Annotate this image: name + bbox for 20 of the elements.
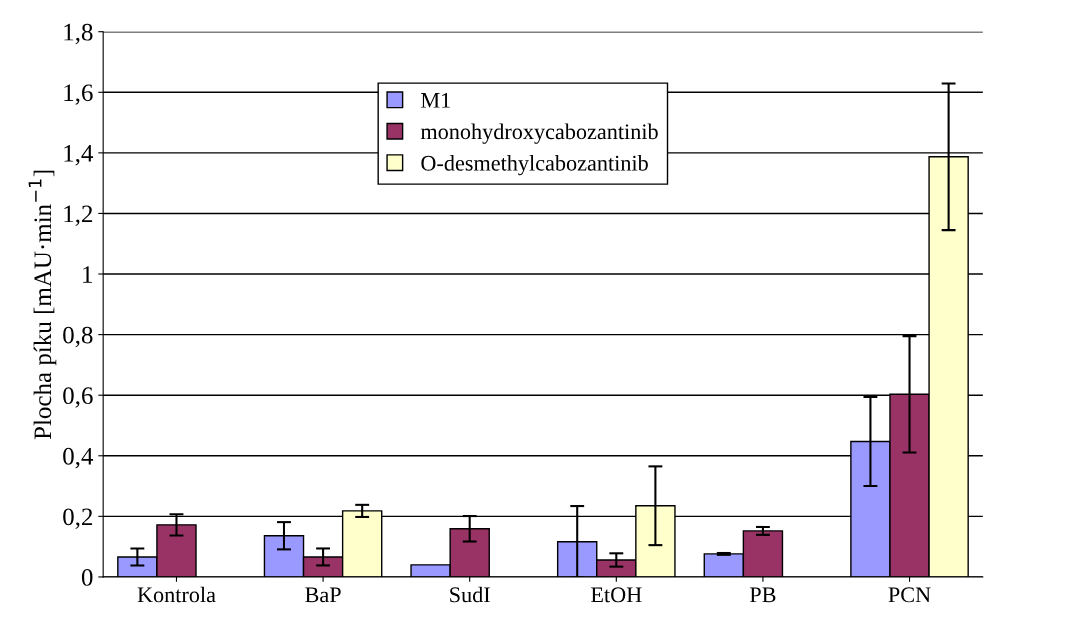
y-tick-label: 1,4 [64, 145, 94, 166]
y-tick-label: 0,6 [63, 387, 93, 408]
x-tick-label: BaP [305, 587, 341, 603]
x-tick-label: Kontrola [137, 586, 216, 603]
x-tick-label: PB [749, 587, 776, 603]
legend-label: monohydroxycabozantinib [420, 123, 658, 144]
y-tick-label: 1 [83, 266, 92, 283]
x-tick-label: PCN [888, 587, 931, 603]
y-tick-label: 1,8 [64, 23, 93, 45]
legend-label: M1 [421, 92, 450, 108]
y-tick-label: 0 [81, 568, 93, 586]
y-tick-label: 0,4 [63, 447, 94, 469]
x-tick-label: EtOH [591, 587, 642, 603]
y-tick-label: 1,2 [64, 205, 93, 226]
y-axis-title: Plocha píku [mAU·min$^{−1}$] [28, 170, 57, 440]
legend-label: O-desmethylcabozantinib [421, 155, 648, 176]
y-tick-label: 1,6 [64, 84, 93, 105]
x-tick-label: SudI [450, 586, 490, 603]
y-tick-label: 0,2 [63, 508, 93, 529]
y-tick-label: 0,8 [63, 326, 93, 348]
